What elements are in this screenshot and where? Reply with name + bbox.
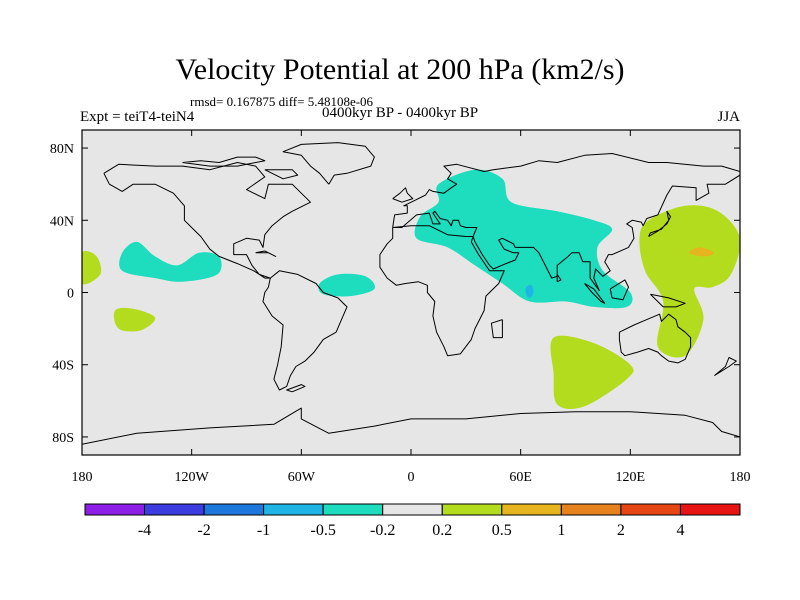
x-tick-label: 60W xyxy=(288,470,316,485)
x-tick-label: 0 xyxy=(408,470,415,485)
coastline-4 xyxy=(392,174,740,292)
coastline-19 xyxy=(264,169,299,180)
coastline-1 xyxy=(262,270,348,391)
x-tick-label: 120E xyxy=(616,470,646,485)
colorbar-swatch xyxy=(501,503,562,516)
anomaly-region-eurasia-africa-asia xyxy=(414,169,633,309)
coastline-2 xyxy=(379,225,505,357)
colorbar-swatch xyxy=(620,503,681,516)
experiment-label: Expt = teiT4-teiN4 xyxy=(80,109,195,125)
anomaly-region-dateline-north xyxy=(82,250,102,285)
colorbar-label: -2 xyxy=(197,522,210,539)
coastline-15 xyxy=(714,357,737,377)
season-label: JJA xyxy=(717,109,740,125)
x-tick-label: 180 xyxy=(72,470,93,485)
coastline-17 xyxy=(556,274,562,283)
coastline-18 xyxy=(182,156,266,167)
coastline-0 xyxy=(103,162,311,279)
coastline-10 xyxy=(584,283,606,304)
anomaly-region-arabian-sea-min xyxy=(525,284,534,298)
coastline-6 xyxy=(82,407,740,445)
anomaly-region-central-pacific-north xyxy=(119,241,222,282)
stats-line: rmsd= 0.167875 diff= 5.48108e-06 xyxy=(190,94,374,109)
coastline-8 xyxy=(392,187,414,203)
anomaly-region-indian-ocean-south xyxy=(550,335,634,410)
y-tick-label: 0 xyxy=(67,287,74,302)
y-tick-label: 40N xyxy=(50,214,74,229)
coastline-7 xyxy=(282,142,375,185)
y-tick-label: 80S xyxy=(52,431,74,446)
colorbar-swatch xyxy=(263,503,324,516)
colorbar: -4 -2 -1 -0.5 -0.2 0.2 0.5 1 2 4 xyxy=(84,503,741,539)
anomaly-region-west-pacific-max xyxy=(688,247,715,257)
coastline-13 xyxy=(490,319,503,339)
map-plot-area xyxy=(82,130,740,455)
colorbar-swatch xyxy=(560,503,622,516)
y-tick-label: 80N xyxy=(50,142,74,157)
map-background xyxy=(82,130,740,455)
colorbar-label: 4 xyxy=(677,522,685,539)
coastline-16 xyxy=(255,250,277,257)
coastline-5 xyxy=(618,313,692,364)
period-label: 0400kyr BP - 0400kyr BP xyxy=(322,105,479,121)
x-tick-label: 120W xyxy=(175,470,210,485)
colorbar-swatch xyxy=(382,503,443,516)
colorbar-swatch xyxy=(203,503,265,516)
x-tick-label: 180 xyxy=(730,470,751,485)
coastline-14 xyxy=(286,384,306,393)
colorbar-swatch xyxy=(84,503,145,516)
colorbar-label: 1 xyxy=(557,522,565,539)
anomaly-region-west-pacific xyxy=(639,205,740,358)
colorbar-label: 0.2 xyxy=(432,522,452,539)
coastline-11 xyxy=(609,279,629,301)
coastline-12 xyxy=(650,293,686,308)
map-axes: 180 120W 60W 0 60E 120E 180 80N 40N 0 40S 80S xyxy=(50,129,751,485)
x-tick-label: 60E xyxy=(509,470,532,485)
coastline-3 xyxy=(392,153,740,228)
colorbar-label: -4 xyxy=(138,522,151,539)
anomaly-region-tropical-atlantic xyxy=(318,273,376,297)
colorbar-label: -1 xyxy=(257,522,270,539)
colorbar-swatch xyxy=(680,503,741,516)
anomaly-region-south-pacific xyxy=(113,307,156,332)
colorbar-label: -0.2 xyxy=(370,522,395,539)
colorbar-label: 2 xyxy=(617,522,625,539)
colorbar-label: 0.5 xyxy=(492,522,512,539)
colorbar-swatch xyxy=(441,503,503,516)
y-tick-label: 40S xyxy=(52,359,74,374)
colorbar-label: -0.5 xyxy=(311,522,336,539)
colorbar-swatch xyxy=(144,503,205,516)
coastline-9 xyxy=(648,210,671,237)
colorbar-swatch xyxy=(322,503,384,516)
chart-title: Velocity Potential at 200 hPa (km2/s) xyxy=(175,53,625,86)
